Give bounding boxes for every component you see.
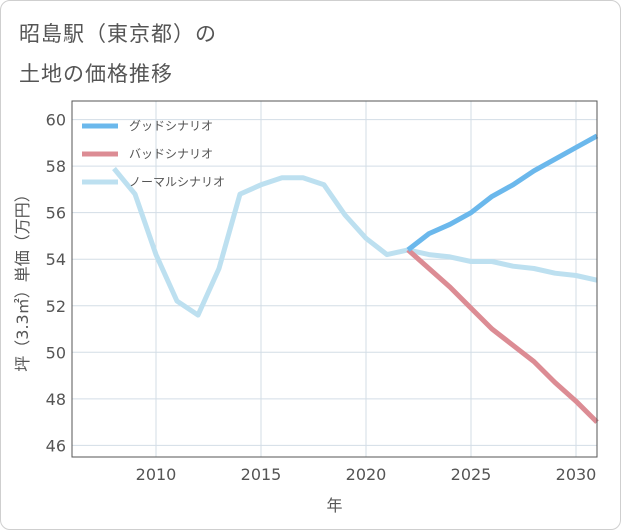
x-axis-title: 年 — [326, 496, 342, 515]
y-tick-label: 52 — [46, 297, 66, 316]
legend-label-0: グッドシナリオ — [129, 119, 213, 133]
legend-label-1: バッドシナリオ — [129, 147, 213, 161]
x-tick-label: 2010 — [136, 465, 177, 484]
x-tick-label: 2015 — [241, 465, 282, 484]
series-line-2 — [112, 166, 598, 318]
chart-title-line-1: 昭島駅（東京都）の — [19, 22, 217, 46]
y-tick-label: 50 — [46, 343, 66, 362]
x-tick-label: 2025 — [451, 465, 492, 484]
grid — [72, 101, 597, 457]
legend-label-2: ノーマルシナリオ — [129, 175, 225, 189]
x-tick-label: 2020 — [346, 465, 387, 484]
y-tick-label: 54 — [46, 250, 66, 269]
plot-frame — [71, 100, 598, 458]
y-tick-label: 56 — [46, 204, 66, 223]
y-tick-label: 46 — [46, 436, 66, 455]
y-tick-label: 58 — [46, 157, 66, 176]
series-line-1 — [406, 248, 599, 424]
y-tick-label: 60 — [46, 111, 66, 130]
y-tick-label: 48 — [46, 390, 66, 409]
chart-title-line-2: 土地の価格推移 — [19, 62, 173, 86]
x-tick-label: 2030 — [556, 465, 597, 484]
series-line-0 — [406, 133, 599, 252]
axis-ticks: 46 48 50 52 54 56 58 60 2010 2015 2020 2025 2030 — [46, 111, 597, 484]
series-lines — [112, 133, 599, 424]
y-axis-title: 坪（3.3㎡）単価（万円） — [13, 186, 32, 371]
